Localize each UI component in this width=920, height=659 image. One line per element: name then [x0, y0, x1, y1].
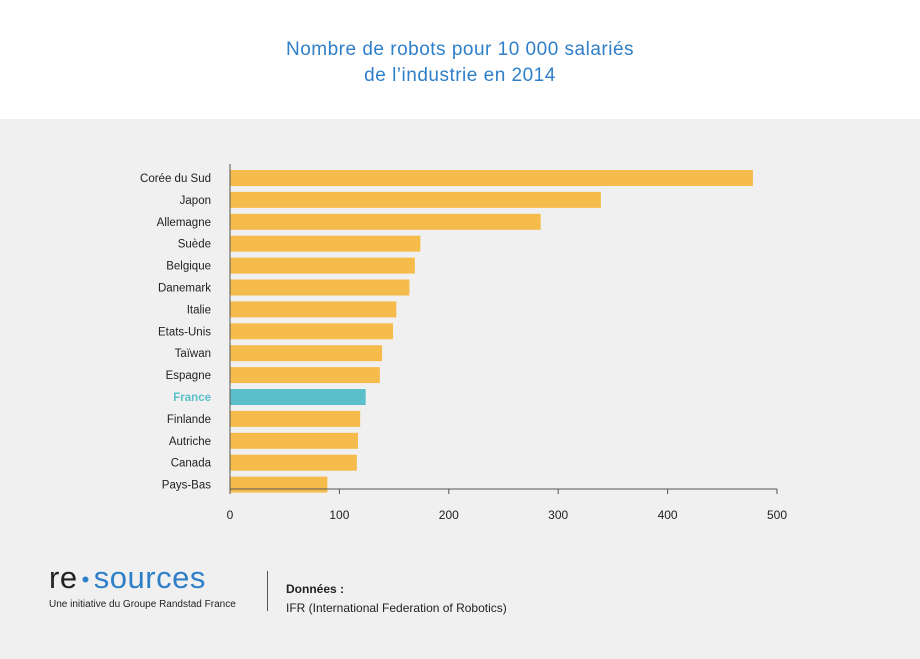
bar-taiwan — [230, 345, 383, 362]
bar-belgique — [230, 257, 415, 274]
category-label-allemagne: Allemagne — [157, 217, 211, 229]
bar-chart: Corée du Sud Japon Allemagne Suède Belgique D… — [140, 164, 787, 522]
bar-autriche — [230, 432, 358, 449]
header-panel: Nombre de robots pour 10 000 salariés de… — [0, 0, 920, 119]
data-source: Données : IFR (International Federation … — [286, 580, 507, 618]
chart-title: Nombre de robots pour 10 000 salariés de… — [0, 37, 920, 89]
bar-japon — [230, 191, 601, 208]
category-label-pays-bas: Pays-Bas — [162, 480, 211, 492]
bar-france — [230, 389, 366, 405]
category-label-finlande: Finlande — [167, 414, 211, 426]
bar-espagne — [230, 367, 380, 384]
bar-italie — [230, 301, 397, 318]
footer-divider — [267, 571, 268, 611]
x-tick-label-400: 400 — [658, 508, 678, 522]
category-label-autriche: Autriche — [169, 436, 211, 448]
logo-tagline: Une initiative du Groupe Randstad France — [49, 598, 236, 610]
category-label-espagne: Espagne — [166, 370, 211, 382]
category-label-coree-du-sud: Corée du Sud — [140, 173, 211, 185]
category-label-japon: Japon — [180, 195, 211, 207]
category-label-danemark: Danemark — [158, 283, 211, 295]
x-tick-label-100: 100 — [329, 508, 349, 522]
resources-logo: re • sources Une initiative du Groupe Rand… — [49, 561, 236, 610]
bar-canada — [230, 454, 357, 471]
category-label-italie: Italie — [187, 304, 211, 316]
bar-etats-unis — [230, 323, 394, 340]
bar-finlande — [230, 410, 361, 427]
bar-coree-du-sud — [230, 170, 753, 186]
bar-danemark — [230, 279, 410, 296]
chart-title-line-2: de l’industrie en 2014 — [364, 65, 556, 86]
category-label-belgique: Belgique — [166, 261, 211, 273]
bar-allemagne — [230, 213, 541, 230]
category-label-suede: Suède — [178, 239, 211, 251]
logo-dot: • — [81, 566, 90, 592]
category-label-canada: Canada — [171, 458, 212, 470]
bar-pays-bas — [230, 476, 328, 493]
source-label: Données : — [286, 582, 345, 596]
x-tick-label-0: 0 — [227, 508, 234, 522]
x-tick-label-500: 500 — [767, 508, 787, 522]
source-text: IFR (International Federation of Robotic… — [286, 601, 507, 615]
category-label-etats-unis: Etats-Unis — [158, 326, 211, 338]
logo-re: re — [49, 560, 78, 595]
x-tick-label-300: 300 — [548, 508, 568, 522]
bar-suede — [230, 235, 421, 252]
category-label-france: France — [173, 392, 211, 404]
chart-title-line-1: Nombre de robots pour 10 000 salariés — [285, 39, 635, 60]
x-tick-label-200: 200 — [439, 508, 459, 522]
category-label-taiwan: Taïwan — [175, 348, 211, 360]
logo-sources: sources — [93, 560, 206, 595]
logo-wordmark: re • sources — [49, 561, 236, 597]
